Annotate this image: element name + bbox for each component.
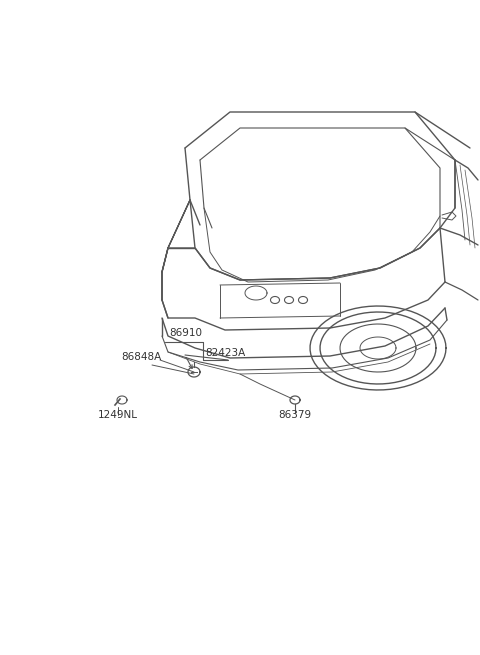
Text: 86848A: 86848A bbox=[121, 352, 161, 362]
Text: 82423A: 82423A bbox=[205, 348, 245, 358]
Text: 86910: 86910 bbox=[169, 328, 202, 338]
Text: 1249NL: 1249NL bbox=[98, 410, 138, 420]
Text: 86379: 86379 bbox=[278, 410, 311, 420]
